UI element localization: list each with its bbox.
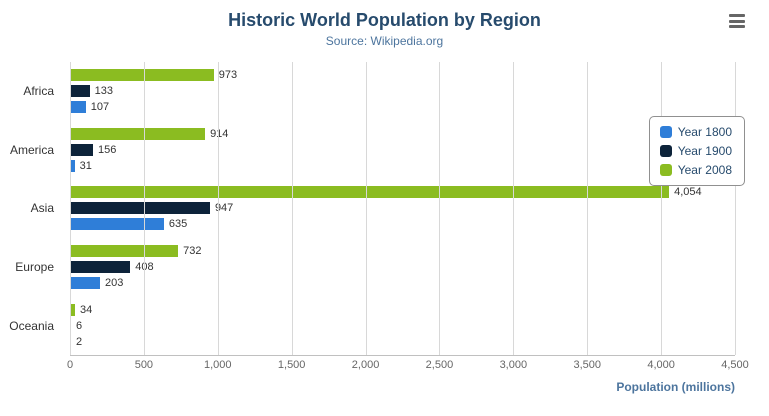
category-row: 914 156 31 (70, 121, 735, 180)
bar[interactable] (70, 245, 179, 258)
x-axis-title: Population (millions) (616, 380, 735, 394)
x-axis-labels: 0 500 1,000 1,500 2,000 2,500 3,000 3,500 4,000 4… (66, 359, 749, 375)
legend-item[interactable]: Year 2008 (659, 163, 732, 177)
bar-label: 6 (75, 319, 83, 332)
legend-swatch (659, 126, 672, 138)
bar-line: 732 (70, 245, 735, 258)
bar[interactable] (70, 277, 100, 290)
bar-label: 31 (79, 159, 92, 172)
bar-line: 31 (70, 159, 735, 172)
gridline (291, 62, 293, 355)
bar-line: 2 (70, 335, 735, 348)
bar-rows: 973 133 107 914 156 31 4,054 947 635 732 408 203 34 6… (70, 62, 735, 355)
x-tick-label: 2,500 (425, 359, 454, 371)
bar[interactable] (70, 159, 75, 172)
x-tick-label: 4,000 (647, 359, 675, 371)
bar-label: 973 (218, 69, 238, 82)
bar-line: 635 (70, 218, 735, 231)
gridline (217, 62, 219, 355)
x-tick-label: 4,500 (721, 359, 749, 371)
bar-line: 408 (70, 261, 735, 274)
bar-line: 973 (70, 69, 735, 82)
bar[interactable] (70, 303, 76, 316)
hamburger-icon (729, 25, 745, 28)
bar[interactable] (70, 69, 214, 82)
x-tick-label: 1,000 (204, 359, 232, 371)
gridline (735, 62, 736, 355)
bar-line: 34 (70, 303, 735, 316)
bar-line: 156 (70, 143, 735, 156)
gridline (439, 62, 441, 355)
legend-label: Year 1800 (677, 125, 732, 139)
y-axis-category-label: Oceania (9, 318, 54, 333)
bar[interactable] (70, 186, 670, 199)
bar-label: 133 (94, 85, 113, 98)
bar-line: 947 (70, 202, 735, 215)
x-tick-label: 1,500 (277, 359, 306, 371)
gridline (70, 62, 71, 355)
category-row: 34 6 2 (70, 296, 735, 355)
bar-line: 203 (70, 277, 735, 290)
bar-label: 4,054 (674, 186, 702, 199)
bar[interactable] (70, 143, 94, 156)
legend-item[interactable]: Year 1900 (659, 144, 732, 158)
bar-label: 156 (98, 143, 117, 156)
legend-item[interactable]: Year 1800 (659, 125, 732, 139)
x-tick-label: 500 (134, 359, 154, 371)
bar[interactable] (70, 261, 131, 274)
chart-title: Historic World Population by Region (228, 10, 541, 30)
chart-subtitle: Source: Wikipedia.org (325, 34, 444, 48)
legend-label: Year 2008 (677, 163, 732, 177)
gridline (365, 62, 367, 355)
bar-label: 732 (183, 245, 202, 258)
category-row: 732 408 203 (70, 238, 735, 297)
gridline (587, 62, 589, 355)
gridline (661, 62, 663, 355)
y-axis-category-label: Asia (30, 201, 54, 216)
bar-line: 914 (70, 127, 735, 140)
y-axis-category-label: Europe (15, 260, 54, 275)
gridline (513, 62, 515, 355)
plot-area: 973 133 107 914 156 31 4,054 947 635 732 408 203 34 6… (70, 62, 736, 356)
export-menu-button[interactable] (727, 12, 749, 30)
bar-line: 133 (70, 85, 735, 98)
bar-label: 947 (214, 202, 234, 215)
bar-line: 107 (70, 101, 735, 114)
category-row: 973 133 107 (70, 62, 735, 121)
hamburger-icon (729, 14, 745, 17)
bar-line: 6 (70, 319, 735, 332)
y-axis-category-label: America (9, 142, 54, 157)
y-axis-category-label: Africa (23, 84, 54, 99)
bar[interactable] (70, 127, 206, 140)
hamburger-icon (729, 19, 745, 23)
x-tick-label: 0 (66, 359, 74, 371)
bar-label: 635 (168, 218, 188, 231)
bar-label: 2 (75, 335, 83, 348)
y-axis-labels: Africa America Asia Europe Oceania (0, 62, 62, 355)
legend-swatch (659, 164, 672, 176)
bar-line: 4,054 (70, 186, 735, 199)
bar[interactable] (70, 101, 86, 114)
x-tick-label: 3,500 (573, 359, 601, 371)
bar-label: 914 (210, 127, 229, 140)
x-tick-label: 3,000 (499, 359, 528, 371)
bar-label: 107 (90, 101, 110, 114)
legend-swatch (659, 145, 672, 157)
category-row: 4,054 947 635 (70, 179, 735, 238)
x-tick-label: 2,000 (351, 359, 380, 371)
bar[interactable] (70, 85, 90, 98)
bar[interactable] (70, 202, 210, 215)
legend: Year 1800 Year 1900 Year 2008 (648, 116, 745, 186)
bar-label: 203 (104, 277, 124, 290)
gridline (143, 62, 145, 355)
legend-label: Year 1900 (677, 144, 732, 158)
bar-label: 34 (80, 303, 93, 316)
bar[interactable] (70, 218, 164, 231)
